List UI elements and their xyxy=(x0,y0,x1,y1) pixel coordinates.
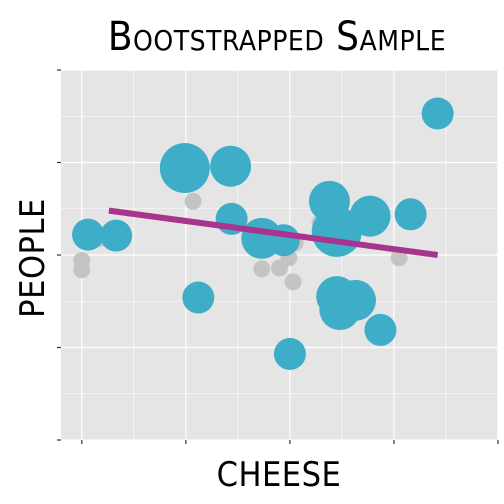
resampled-point xyxy=(421,97,454,130)
axis-ticks xyxy=(57,69,499,444)
x-axis-label: CHEESE xyxy=(217,455,342,495)
resampled-point xyxy=(394,198,427,231)
resampled-point xyxy=(334,279,376,321)
resampled-point xyxy=(72,218,105,251)
chart-title: Bootstrapped Sample xyxy=(108,14,446,60)
original-point xyxy=(253,260,271,278)
original-point xyxy=(390,249,408,267)
fit-line xyxy=(108,207,439,258)
resampled-point xyxy=(267,224,300,257)
y-axis-label: PEOPLE xyxy=(13,198,53,318)
resampled-point xyxy=(100,219,133,252)
resampled-point xyxy=(349,195,391,237)
resampled-point xyxy=(273,337,306,370)
resampled-point xyxy=(210,145,252,187)
resampled-point xyxy=(182,281,215,314)
original-point xyxy=(284,273,302,291)
resampled-point xyxy=(159,143,210,194)
resampled-points xyxy=(72,97,454,370)
original-point xyxy=(184,192,202,210)
original-point xyxy=(73,261,91,279)
resampled-point xyxy=(364,313,397,346)
